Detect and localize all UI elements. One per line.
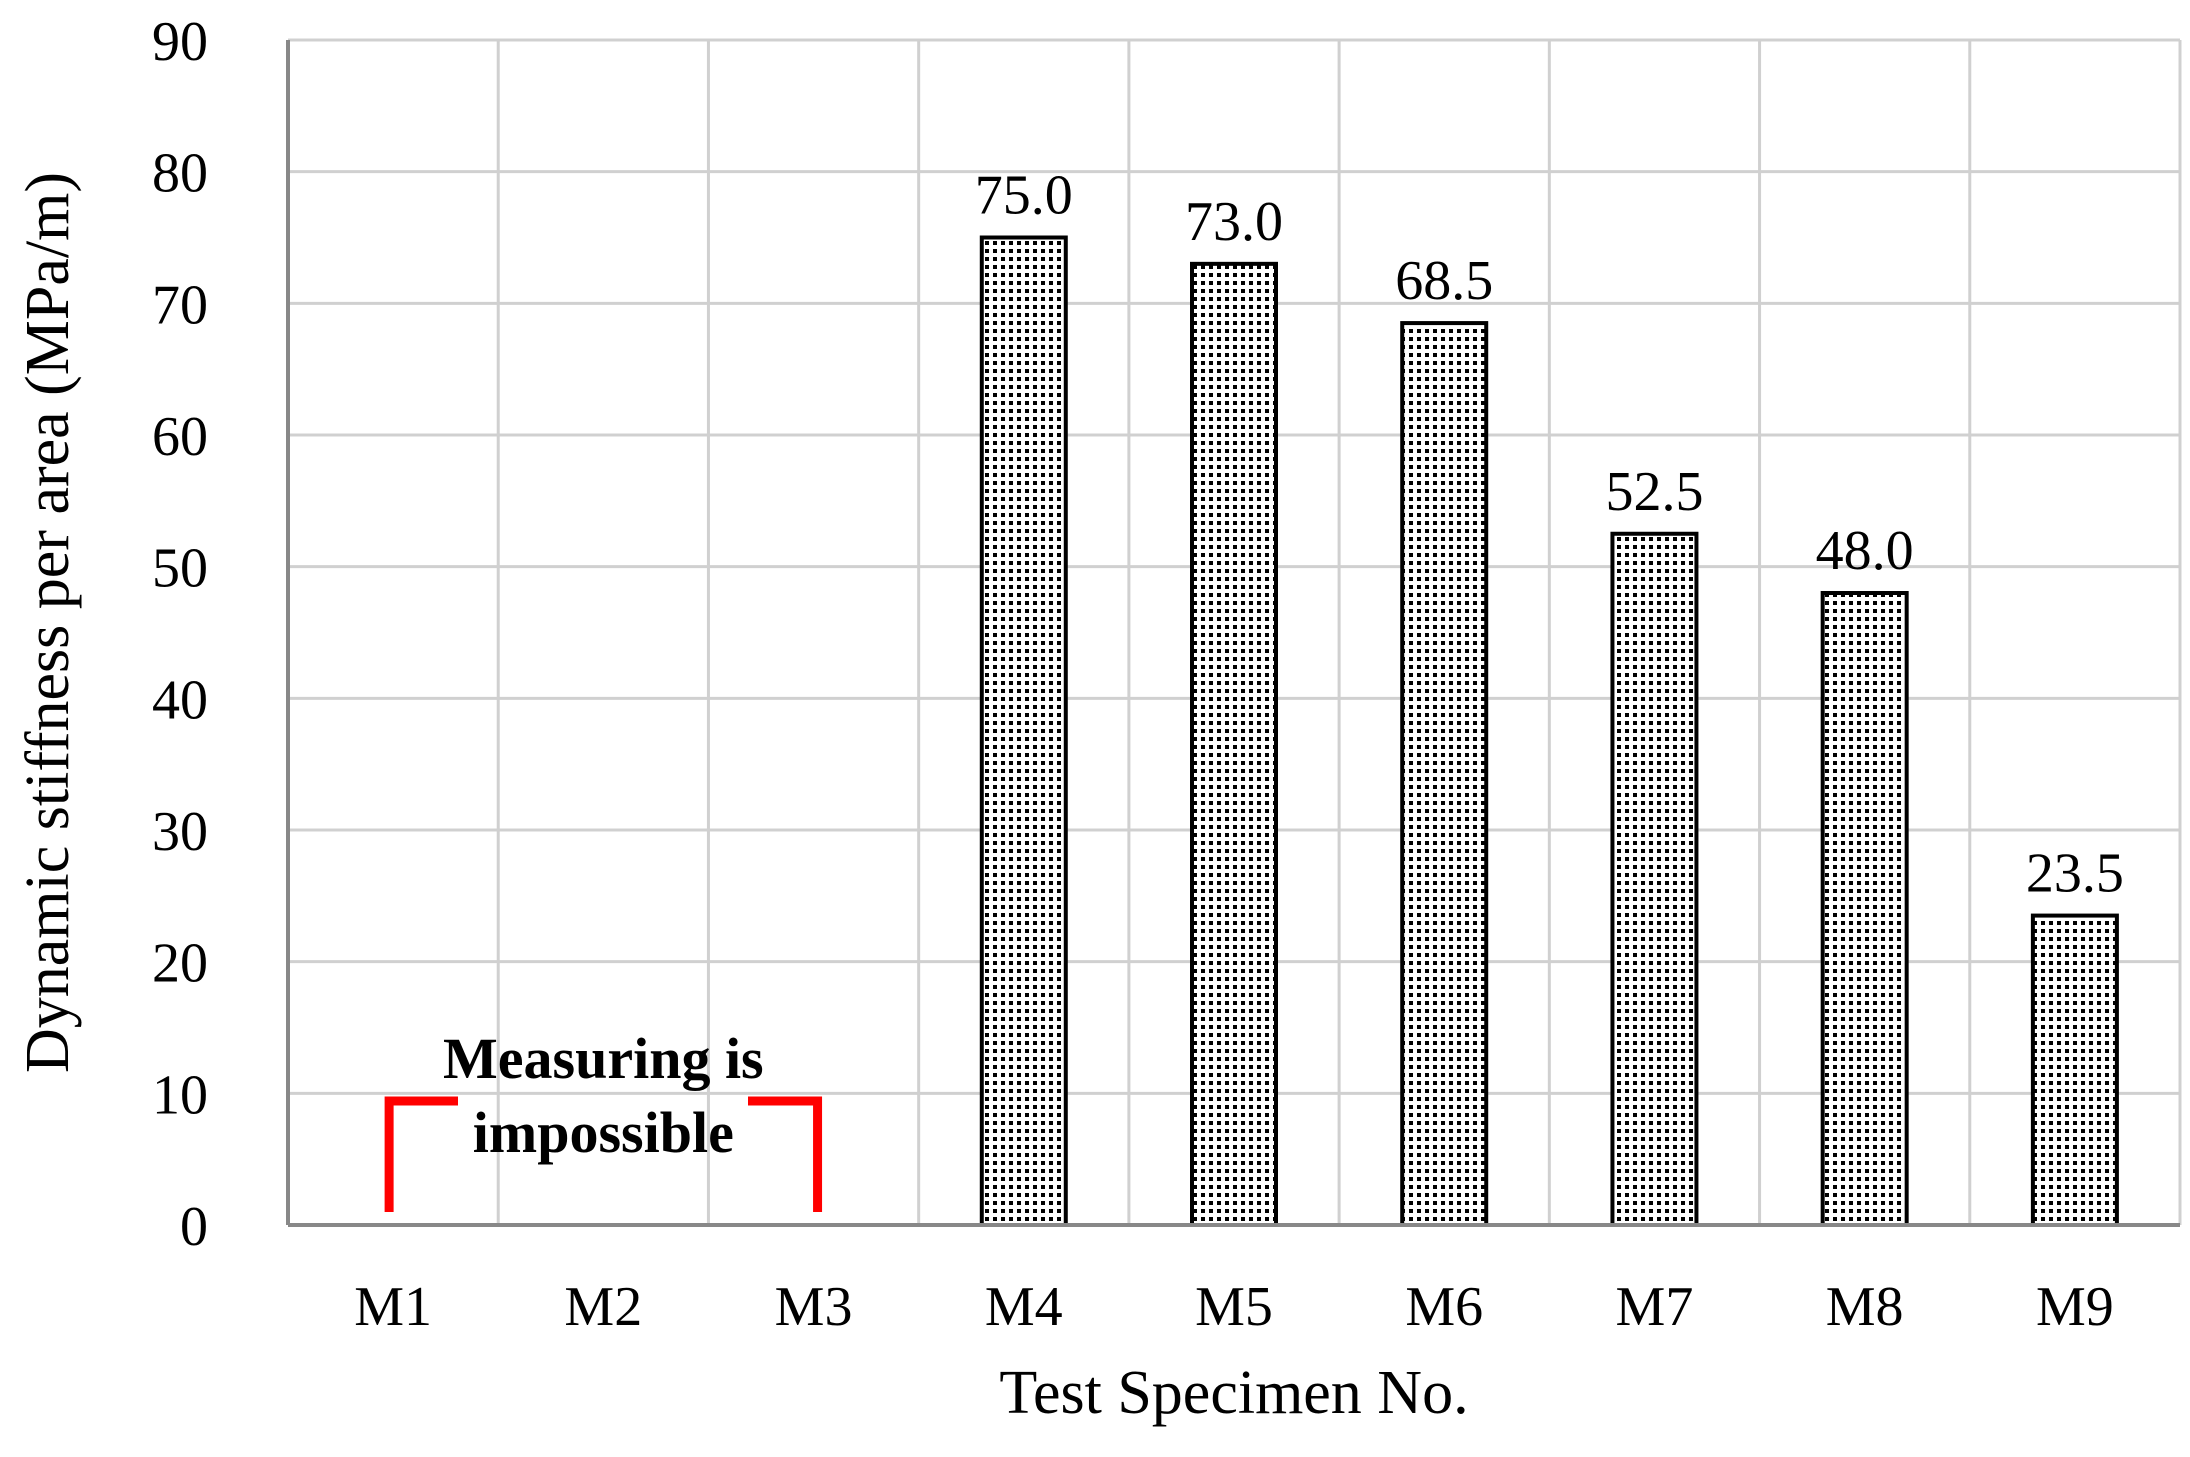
data-label-M7: 52.5 — [1605, 461, 1703, 523]
axes — [286, 40, 2180, 1227]
x-tick-label-M6: M6 — [1405, 1276, 1483, 1338]
x-tick-label-M1: M1 — [354, 1276, 432, 1338]
y-tick-label: 0 — [180, 1196, 208, 1258]
y-tick-label: 60 — [152, 406, 208, 468]
data-label-M6: 68.5 — [1395, 250, 1493, 312]
data-label-M9: 23.5 — [2026, 843, 2124, 905]
x-tick-label-M2: M2 — [564, 1276, 642, 1338]
data-label-M8: 48.0 — [1816, 520, 1914, 582]
x-tick-label-M9: M9 — [2036, 1276, 2114, 1338]
bars — [979, 235, 2119, 1228]
annotation-line-2: impossible — [473, 1100, 734, 1165]
bar-M9 — [2030, 913, 2119, 1227]
bar-M4 — [979, 235, 1068, 1227]
bar-M8 — [1820, 591, 1909, 1227]
y-tick-label: 80 — [152, 143, 208, 205]
y-tick-label: 40 — [152, 669, 208, 731]
x-tick-label-M3: M3 — [775, 1276, 853, 1338]
x-tick-label-M5: M5 — [1195, 1276, 1273, 1338]
annotation: Measuring is impossible — [384, 1026, 823, 1212]
labels: 0 10 20 30 40 50 60 70 80 90 M1 M2 M3 75.0 M4 73.0 M5 68.… — [152, 11, 2124, 1338]
bar-M5 — [1190, 261, 1278, 1228]
y-tick-label: 70 — [152, 274, 208, 336]
data-label-M4: 75.0 — [975, 165, 1073, 227]
x-tick-label-M8: M8 — [1826, 1276, 1904, 1338]
x-tick-label-M4: M4 — [985, 1276, 1063, 1338]
y-tick-label: 90 — [152, 11, 208, 73]
x-tick-label-M7: M7 — [1616, 1276, 1694, 1338]
y-tick-label: 30 — [152, 801, 208, 863]
y-axis-title: Dynamic stiffness per area (MPa/m) — [14, 172, 82, 1073]
x-axis-title: Test Specimen No. — [999, 1359, 1468, 1427]
annotation-bracket-left — [384, 1096, 458, 1212]
bar-M7 — [1610, 531, 1699, 1227]
bar-M6 — [1400, 321, 1489, 1228]
y-tick-label: 50 — [152, 538, 208, 600]
data-label-M5: 73.0 — [1185, 191, 1283, 253]
annotation-bracket-right — [748, 1096, 823, 1212]
y-tick-label: 20 — [152, 933, 208, 995]
y-tick-label: 10 — [152, 1064, 208, 1126]
annotation-line-1: Measuring is — [443, 1026, 764, 1091]
